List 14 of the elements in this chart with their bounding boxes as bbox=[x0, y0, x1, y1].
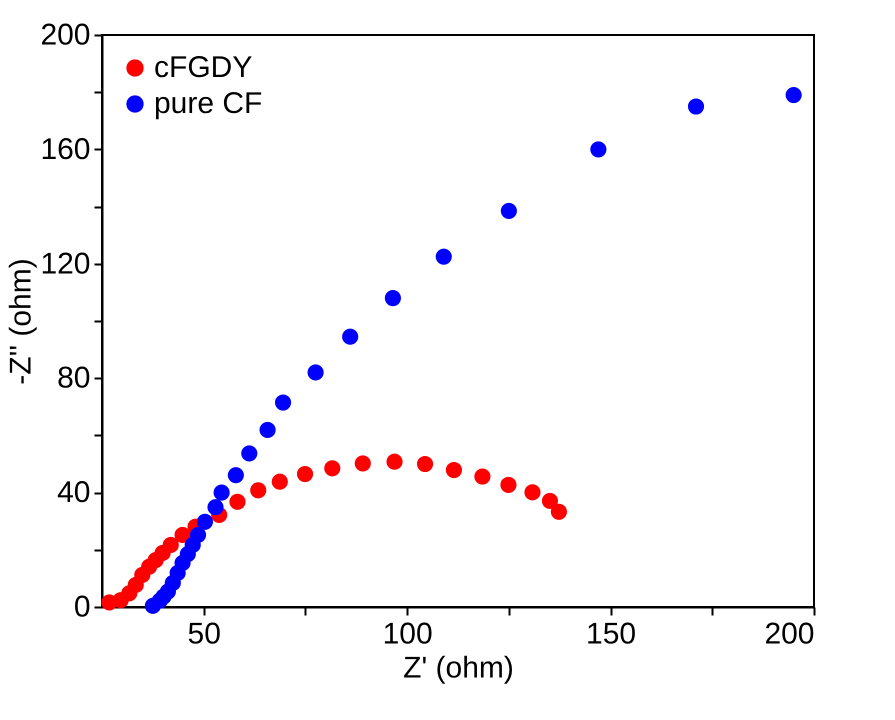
y-tick-label: 160 bbox=[40, 132, 90, 166]
y-axis-title: -Z'' (ohm) bbox=[4, 258, 38, 385]
y-tick-label: 80 bbox=[57, 362, 90, 395]
y-tick-label: 200 bbox=[40, 18, 90, 52]
x-tick-label: 200 bbox=[764, 618, 814, 650]
x-tick-label: 50 bbox=[188, 618, 221, 650]
x-axis-title: Z' (ohm) bbox=[403, 652, 514, 684]
x-tick-label: 150 bbox=[586, 618, 636, 650]
y-tick-label: 120 bbox=[40, 247, 90, 280]
x-tick-label: 100 bbox=[382, 618, 433, 650]
legend-label: pure CF bbox=[154, 87, 262, 120]
y-tick-label: 0 bbox=[74, 590, 90, 624]
legend-label: cFGDY bbox=[154, 51, 252, 84]
y-tick-label: 40 bbox=[57, 476, 90, 510]
